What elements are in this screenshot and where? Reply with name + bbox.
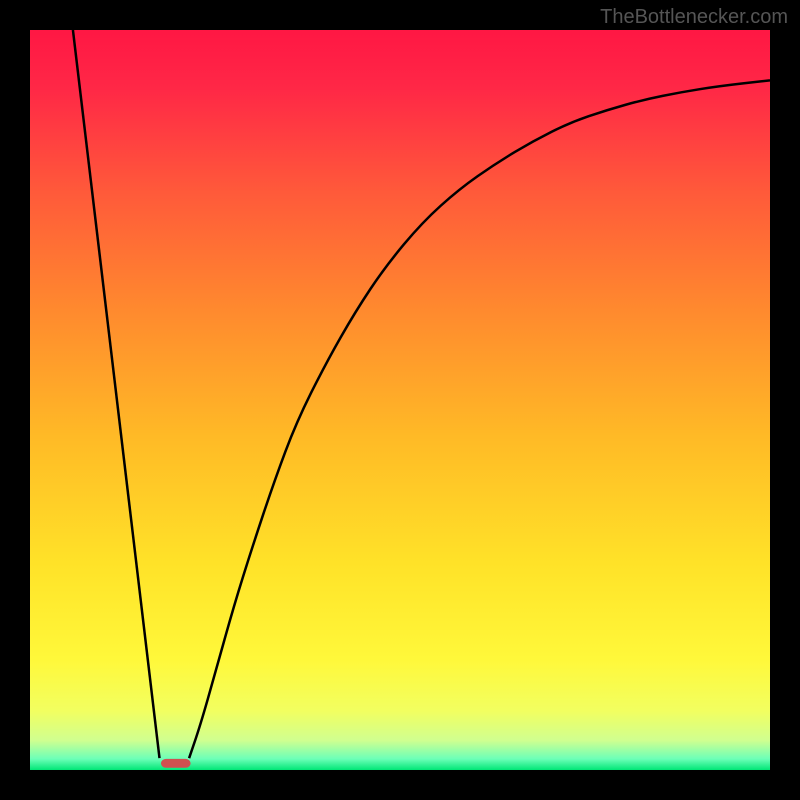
plot-svg	[30, 30, 770, 770]
chart-container: TheBottlenecker.com	[0, 0, 800, 800]
bottom-marker	[161, 759, 191, 768]
gradient-background	[30, 30, 770, 770]
watermark-text: TheBottlenecker.com	[600, 6, 788, 29]
